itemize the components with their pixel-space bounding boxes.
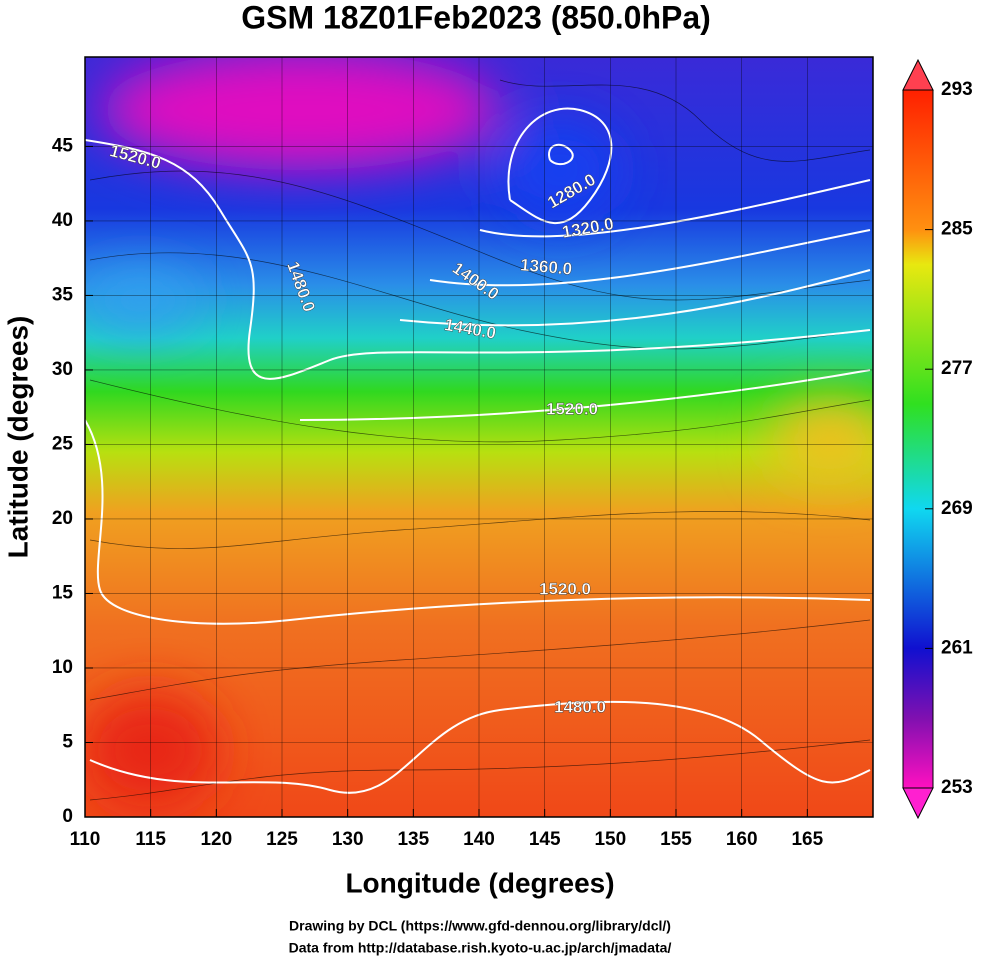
- credit: Data from http://database.rish.kyoto-u.a…: [289, 940, 672, 956]
- y-tick-label: 30: [52, 359, 73, 380]
- streamlines: [89, 79, 871, 801]
- y-tick-label: 10: [52, 657, 73, 678]
- contour-label: 1360.0: [519, 255, 572, 278]
- colorbar-tick-label: 285: [941, 219, 973, 240]
- y-tick-label: 45: [52, 135, 74, 156]
- field-features: [85, 57, 873, 810]
- x-tick-label: 120: [200, 829, 232, 850]
- x-tick-label: 130: [332, 829, 364, 850]
- contour-label: 1520.0: [546, 399, 598, 418]
- x-tick-label: 160: [726, 829, 758, 850]
- title: GSM 18Z01Feb2023 (850.0hPa): [241, 0, 711, 35]
- y-tick-label: 20: [52, 508, 73, 529]
- y-axis-label: Latitude (degrees): [2, 316, 33, 559]
- contour-label: 1480.0: [554, 697, 606, 716]
- y-tick-label: 0: [62, 806, 73, 827]
- contour-label: 1520.0: [539, 579, 591, 598]
- colorbar: [902, 89, 934, 789]
- credit: Drawing by DCL (https://www.gfd-dennou.o…: [289, 918, 671, 934]
- x-tick-label: 150: [594, 829, 626, 850]
- y-tick-label: 40: [52, 210, 73, 231]
- x-tick-label: 155: [660, 829, 692, 850]
- x-tick-label: 165: [791, 829, 823, 850]
- x-tick-label: 135: [397, 829, 429, 850]
- colorbar-tick-label: 261: [941, 637, 973, 658]
- x-axis-label: Longitude (degrees): [345, 867, 614, 898]
- y-tick-label: 25: [52, 433, 74, 454]
- x-tick-label: 115: [135, 829, 166, 850]
- x-tick-label: 110: [70, 829, 101, 850]
- y-tick-label: 35: [52, 284, 74, 305]
- colorbar-over: [902, 58, 934, 91]
- x-tick-label: 125: [266, 829, 298, 850]
- plot-area: [85, 57, 873, 817]
- colorbar-under: [902, 787, 934, 820]
- y-tick-label: 5: [62, 732, 73, 753]
- x-tick-label: 145: [529, 829, 561, 850]
- colorbar-tick-label: 269: [941, 498, 973, 519]
- colorbar-tick-label: 253: [941, 777, 973, 798]
- x-tick-label: 140: [463, 829, 495, 850]
- colorbar-tick-label: 277: [941, 358, 973, 379]
- contours: [85, 107, 871, 794]
- y-tick-label: 15: [52, 582, 74, 603]
- colorbar-tick-label: 293: [941, 79, 973, 100]
